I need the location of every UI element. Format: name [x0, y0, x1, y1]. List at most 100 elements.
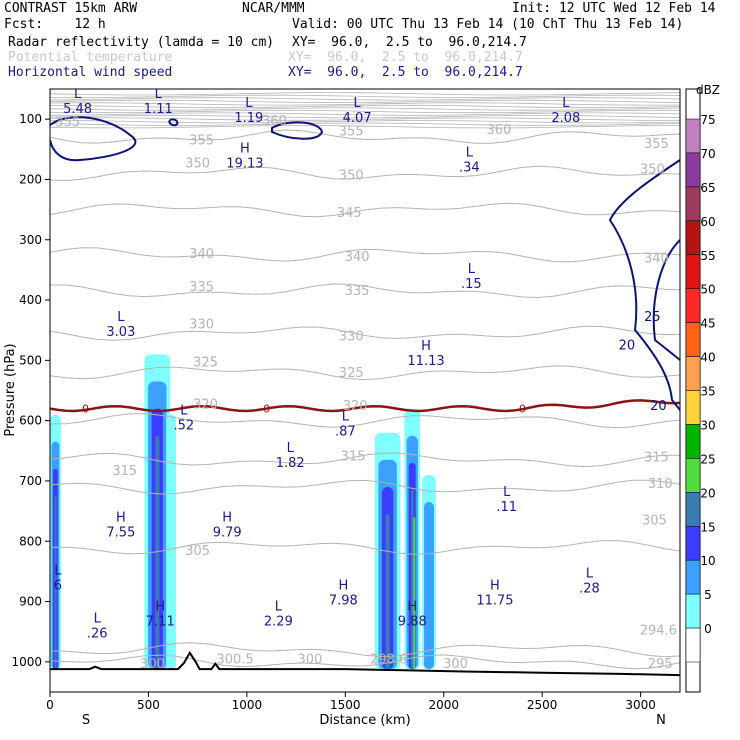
- theta-label-19: 320: [193, 398, 218, 413]
- theta-contour-320: [50, 413, 680, 429]
- theta-label-22: 315: [341, 449, 366, 464]
- theta-contour-295: [50, 654, 680, 670]
- theta-label-11: 340: [345, 250, 370, 265]
- theta-upper-line-4: [50, 102, 680, 106]
- colorbar-swatch-55: [685, 254, 701, 289]
- theta-contour-325: [50, 365, 680, 381]
- xtick-label-500: 500: [137, 698, 160, 712]
- field-name-wind: Horizontal wind speed: [8, 65, 173, 80]
- theta-label-10: 340: [189, 247, 214, 262]
- wind-contour-3: [608, 159, 680, 411]
- theta-label-23: 315: [644, 451, 669, 466]
- extremum-kind-8: L: [117, 310, 125, 325]
- theta-layer: [50, 92, 680, 670]
- field-xy-theta: XY= 96.0, 2.5 to 96.0,214.7: [288, 50, 523, 65]
- extremum-value-11: .87: [335, 425, 356, 440]
- reflectivity-cell-4-25dbz: [413, 517, 416, 670]
- theta-contour-335: [50, 283, 680, 299]
- extremum-kind-18: H: [338, 578, 348, 593]
- ytick-label-700: 700: [19, 474, 42, 488]
- wind-layer: [50, 116, 680, 413]
- extremum-value-23: 9.88: [398, 615, 427, 630]
- freezing-level-label-1: 0: [263, 403, 270, 416]
- extremum-value-10: .52: [174, 419, 195, 434]
- theta-contour-345: [50, 202, 680, 218]
- theta-contour-300: [50, 642, 680, 658]
- extremum-kind-5: H: [240, 141, 250, 156]
- extremum-kind-12: L: [287, 441, 295, 456]
- colorbar-swatch-30: [685, 424, 701, 459]
- reflectivity-cell-2-5dbz: [166, 414, 176, 670]
- theta-label-33: 294.6: [640, 624, 677, 639]
- extremum-value-14: 7.55: [106, 525, 135, 540]
- colorbar-label-35: 35: [700, 385, 715, 399]
- wind-label-0: 25: [644, 310, 661, 325]
- reflectivity-cell-4-20dbz: [410, 489, 414, 670]
- theta-label-24: 310: [648, 477, 673, 492]
- colorbar-label-5: 5: [704, 588, 712, 602]
- colorbar-swatch-75: [685, 118, 701, 154]
- ytick-label-400: 400: [19, 293, 42, 307]
- theta-upper-line-9: [50, 114, 680, 119]
- extremum-value-0: 5.48: [63, 102, 92, 117]
- theta-label-29: 298.6: [370, 653, 407, 668]
- extremum-kind-16: L: [586, 566, 594, 581]
- reflectivity-cell-1-20dbz: [155, 435, 160, 670]
- colorbar-label-55: 55: [700, 249, 715, 263]
- init-time: Init: 12 UTC Wed 12 Feb 14: [512, 1, 716, 16]
- freezing-level-label-0: 0: [82, 403, 89, 416]
- theta-contour-350: [50, 165, 680, 182]
- extremum-kind-21: H: [155, 600, 165, 615]
- theta-label-1: 360: [262, 114, 287, 129]
- extremum-value-1: 1.11: [144, 102, 173, 117]
- theta-label-26: 305: [185, 544, 210, 559]
- extremum-kind-11: L: [342, 410, 350, 425]
- theta-label-32: 295: [648, 657, 673, 672]
- colorbar-label-45: 45: [700, 317, 715, 331]
- x-axis-label: Distance (km): [319, 713, 410, 728]
- theta-upper-line-10: [50, 117, 680, 121]
- theta-label-16: 330: [339, 329, 364, 344]
- colorbar-swatch-20: [685, 492, 701, 527]
- theta-label-17: 325: [193, 355, 218, 370]
- extremum-kind-20: L: [94, 612, 102, 627]
- ytick-label-900: 900: [19, 595, 42, 609]
- colorbar-label-25: 25: [700, 452, 715, 466]
- theta-label-7: 350: [339, 168, 364, 183]
- xtick-label-1500: 1500: [330, 698, 361, 712]
- extremum-value-3: 4.07: [343, 111, 372, 126]
- wind-label-1: 20: [619, 338, 636, 353]
- theta-upper-line-11: [50, 120, 680, 124]
- xtick-label-1000: 1000: [232, 698, 263, 712]
- theta-label-15: 330: [189, 317, 214, 332]
- extremum-kind-0: L: [74, 87, 82, 102]
- colorbar-label-65: 65: [700, 181, 715, 195]
- ytick-label-800: 800: [19, 534, 42, 548]
- extremum-kind-15: H: [222, 510, 232, 525]
- theta-upper-line-5: [50, 104, 680, 109]
- colorbar-label-40: 40: [700, 351, 715, 365]
- reflectivity-cell-0-20dbz: [54, 496, 57, 670]
- extremum-value-7: .15: [461, 277, 482, 292]
- colorbar-label-20: 20: [700, 486, 715, 500]
- colorbar-swatch-40: [685, 356, 701, 391]
- colorbar-label-15: 15: [700, 520, 715, 534]
- xtick-label-2500: 2500: [527, 698, 558, 712]
- theta-label-25: 305: [642, 513, 667, 528]
- extremum-kind-2: L: [245, 96, 253, 111]
- colorbar-label-10: 10: [700, 554, 715, 568]
- colorbar-swatch-60: [685, 220, 701, 255]
- theta-label-9: 345: [337, 206, 362, 221]
- wind-contour-1: [168, 118, 179, 127]
- theta-label-3: 360: [486, 123, 511, 138]
- reflectivity-cell-3-20dbz: [385, 514, 390, 670]
- extremum-value-2: 1.19: [234, 111, 263, 126]
- field-xy-reflectivity: XY= 96.0, 2.5 to 96.0,214.7: [292, 35, 527, 50]
- theta-label-21: 315: [112, 464, 137, 479]
- xtick-label-0: 0: [46, 698, 54, 712]
- theta-upper-line-2: [50, 97, 680, 101]
- extremum-kind-3: L: [354, 96, 362, 111]
- theta-label-31: 300: [140, 657, 165, 672]
